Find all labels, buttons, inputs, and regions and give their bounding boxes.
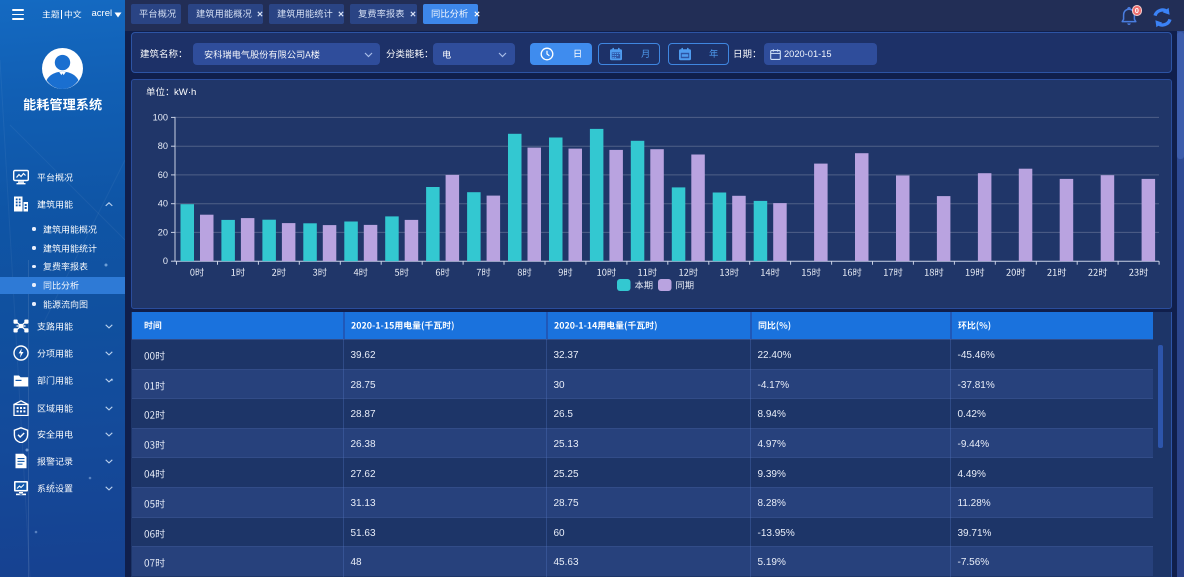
svg-text:80: 80 (158, 141, 168, 151)
svg-text:60: 60 (158, 170, 168, 180)
svg-text:0: 0 (163, 256, 168, 266)
svg-text:100: 100 (153, 112, 168, 122)
svg-text:40: 40 (158, 199, 168, 209)
svg-text:20: 20 (158, 227, 168, 237)
